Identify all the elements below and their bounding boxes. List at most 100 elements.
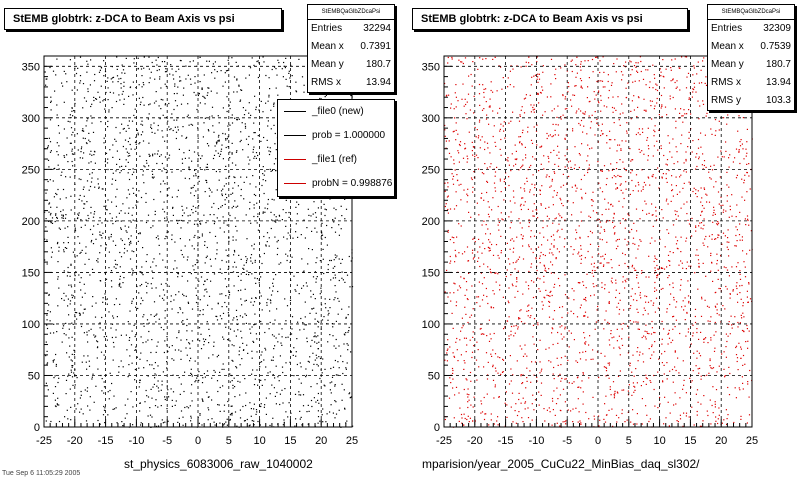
- scatter-point: [122, 128, 124, 130]
- scatter-point: [219, 171, 221, 173]
- scatter-point: [193, 184, 195, 187]
- scatter-point: [666, 308, 668, 310]
- scatter-point: [591, 205, 593, 207]
- scatter-point: [132, 424, 134, 426]
- scatter-point: [118, 94, 120, 96]
- scatter-point: [518, 392, 520, 394]
- scatter-point: [645, 184, 647, 186]
- scatter-point: [236, 119, 238, 121]
- scatter-point: [97, 258, 99, 260]
- scatter-point: [680, 284, 682, 286]
- scatter-point: [181, 135, 183, 137]
- scatter-point: [525, 157, 527, 159]
- scatter-point: [544, 111, 546, 113]
- scatter-point: [742, 388, 744, 390]
- scatter-point: [261, 184, 263, 187]
- scatter-point: [675, 369, 677, 372]
- scatter-point: [614, 392, 616, 394]
- scatter-point: [521, 132, 524, 134]
- scatter-point: [179, 307, 181, 309]
- scatter-point: [133, 251, 135, 253]
- scatter-point: [277, 247, 279, 249]
- scatter-point: [454, 92, 456, 94]
- scatter-point: [449, 208, 452, 210]
- scatter-point: [648, 348, 650, 350]
- scatter-point: [170, 64, 172, 66]
- scatter-point: [76, 255, 78, 257]
- scatter-point: [45, 78, 47, 80]
- scatter-point: [195, 277, 197, 279]
- scatter-point: [293, 375, 295, 377]
- scatter-point: [698, 156, 700, 158]
- scatter-point: [348, 326, 350, 329]
- scatter-point: [316, 231, 318, 233]
- scatter-point: [468, 272, 470, 274]
- scatter-point: [734, 316, 736, 318]
- scatter-point: [242, 107, 244, 109]
- scatter-point: [162, 136, 164, 138]
- scatter-point: [324, 385, 326, 387]
- scatter-point: [160, 98, 162, 101]
- scatter-point: [189, 61, 191, 63]
- scatter-point: [153, 383, 155, 385]
- scatter-point: [231, 153, 233, 155]
- scatter-point: [327, 264, 329, 266]
- scatter-point: [674, 58, 676, 60]
- scatter-point: [214, 235, 217, 237]
- scatter-point: [695, 393, 697, 395]
- scatter-point: [747, 219, 749, 222]
- scatter-point: [543, 296, 545, 298]
- scatter-point: [593, 266, 595, 268]
- scatter-point: [90, 241, 92, 243]
- scatter-point: [613, 336, 615, 338]
- scatter-point: [499, 107, 501, 109]
- scatter-point: [671, 175, 673, 177]
- scatter-point: [216, 249, 218, 251]
- scatter-point: [245, 77, 247, 79]
- scatter-point: [284, 67, 286, 69]
- scatter-point: [130, 235, 132, 237]
- scatter-point: [300, 317, 302, 320]
- scatter-point: [263, 359, 265, 361]
- scatter-point: [272, 285, 274, 287]
- scatter-point: [341, 258, 343, 260]
- scatter-point: [619, 159, 621, 161]
- scatter-point: [132, 270, 134, 272]
- scatter-point: [76, 89, 78, 91]
- scatter-point: [726, 418, 728, 420]
- scatter-point: [334, 297, 336, 299]
- scatter-point: [603, 264, 605, 266]
- scatter-point: [193, 236, 195, 238]
- scatter-point: [467, 260, 469, 262]
- scatter-point: [592, 275, 595, 277]
- scatter-point: [114, 259, 116, 261]
- scatter-point: [290, 64, 292, 66]
- scatter-point: [444, 205, 446, 208]
- scatter-point: [112, 156, 114, 158]
- scatter-point: [597, 319, 599, 322]
- scatter-point: [681, 134, 683, 136]
- scatter-point: [472, 61, 474, 63]
- scatter-point: [186, 207, 188, 209]
- scatter-point: [608, 409, 610, 411]
- scatter-point: [604, 421, 607, 423]
- scatter-point: [237, 205, 239, 207]
- scatter-point: [717, 422, 719, 425]
- scatter-point: [483, 88, 485, 90]
- scatter-point: [480, 400, 482, 402]
- scatter-point: [126, 197, 128, 199]
- scatter-point: [490, 353, 492, 355]
- scatter-point: [189, 78, 192, 80]
- scatter-point: [143, 104, 145, 106]
- scatter-point: [67, 418, 69, 420]
- scatter-point: [244, 378, 246, 380]
- scatter-point: [113, 304, 116, 306]
- scatter-point: [590, 263, 593, 265]
- scatter-point: [155, 100, 157, 102]
- scatter-point: [277, 341, 279, 343]
- scatter-point: [546, 174, 548, 176]
- scatter-point: [164, 398, 166, 401]
- scatter-point: [90, 161, 92, 163]
- scatter-point: [730, 315, 732, 317]
- scatter-point: [71, 366, 73, 368]
